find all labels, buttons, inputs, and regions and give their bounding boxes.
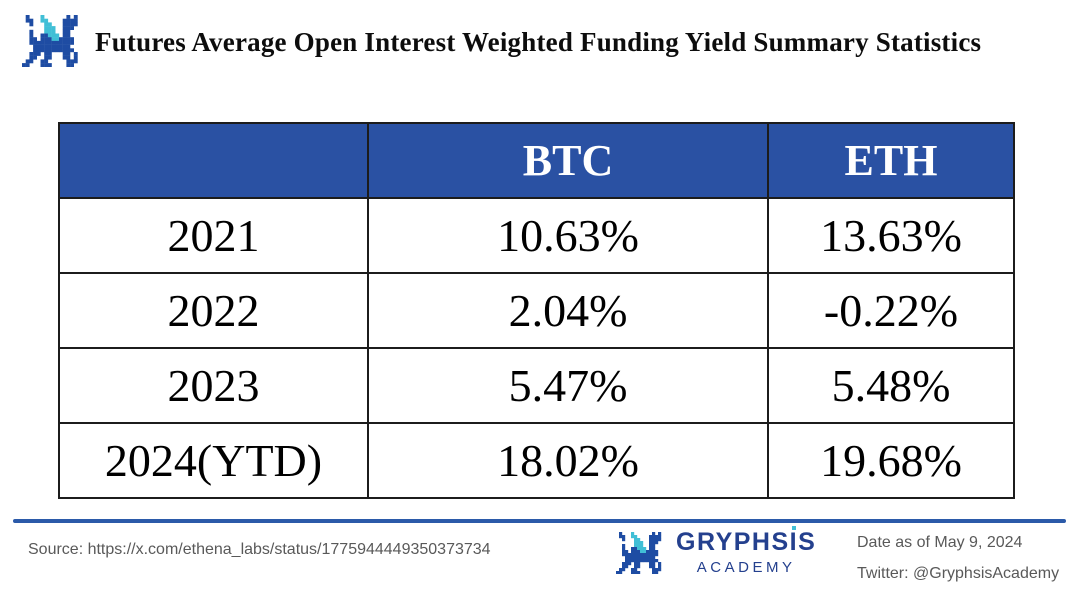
brand-name: GRYPHSIS — [676, 526, 817, 556]
footer-meta: Date as of May 9, 2024 Twitter: @Gryphsi… — [857, 533, 1059, 583]
btc-value-cell: 10.63% — [367, 197, 769, 274]
header-cell-btc: BTC — [367, 122, 769, 199]
date-text: Date as of May 9, 2024 — [857, 534, 1023, 551]
funding-yield-table: BTC ETH 2021 10.63% 13.63% 2022 2.04% -0… — [58, 122, 1015, 499]
table-row: 2023 5.47% 5.48% — [58, 347, 1015, 424]
year-cell: 2024(YTD) — [58, 422, 369, 499]
btc-value-cell: 2.04% — [367, 272, 769, 349]
table-row: 2024(YTD) 18.02% 19.68% — [58, 422, 1015, 499]
brand-letter-i-with-teal-dot: I — [789, 526, 799, 556]
footer-divider — [13, 519, 1066, 523]
brand-subtitle: ACADEMY — [696, 558, 796, 576]
funding-yield-table-container: BTC ETH 2021 10.63% 13.63% 2022 2.04% -0… — [58, 122, 1015, 499]
brand-wordmark: GRYPHSIS ACADEMY — [676, 526, 817, 576]
eth-value-cell: 13.63% — [767, 197, 1015, 274]
gryphsis-dragon-icon — [22, 15, 81, 72]
gryphsis-academy-logo: GRYPHSIS ACADEMY — [616, 526, 817, 579]
twitter-text: Twitter: @GryphsisAcademy — [857, 565, 1060, 582]
header-cell-empty — [58, 122, 369, 199]
table-row: 2021 10.63% 13.63% — [58, 197, 1015, 274]
btc-value-cell: 18.02% — [367, 422, 769, 499]
source-text: Source: https://x.com/ethena_labs/status… — [28, 541, 491, 558]
eth-value-cell: 19.68% — [767, 422, 1015, 499]
table-row: 2022 2.04% -0.22% — [58, 272, 1015, 349]
year-cell: 2022 — [58, 272, 369, 349]
table-header-row: BTC ETH — [58, 122, 1015, 199]
gryphsis-dragon-icon — [616, 532, 664, 579]
btc-value-cell: 5.47% — [367, 347, 769, 424]
page-title: Futures Average Open Interest Weighted F… — [95, 27, 982, 57]
year-cell: 2021 — [58, 197, 369, 274]
header-cell-eth: ETH — [767, 122, 1015, 199]
year-cell: 2023 — [58, 347, 369, 424]
eth-value-cell: 5.48% — [767, 347, 1015, 424]
eth-value-cell: -0.22% — [767, 272, 1015, 349]
